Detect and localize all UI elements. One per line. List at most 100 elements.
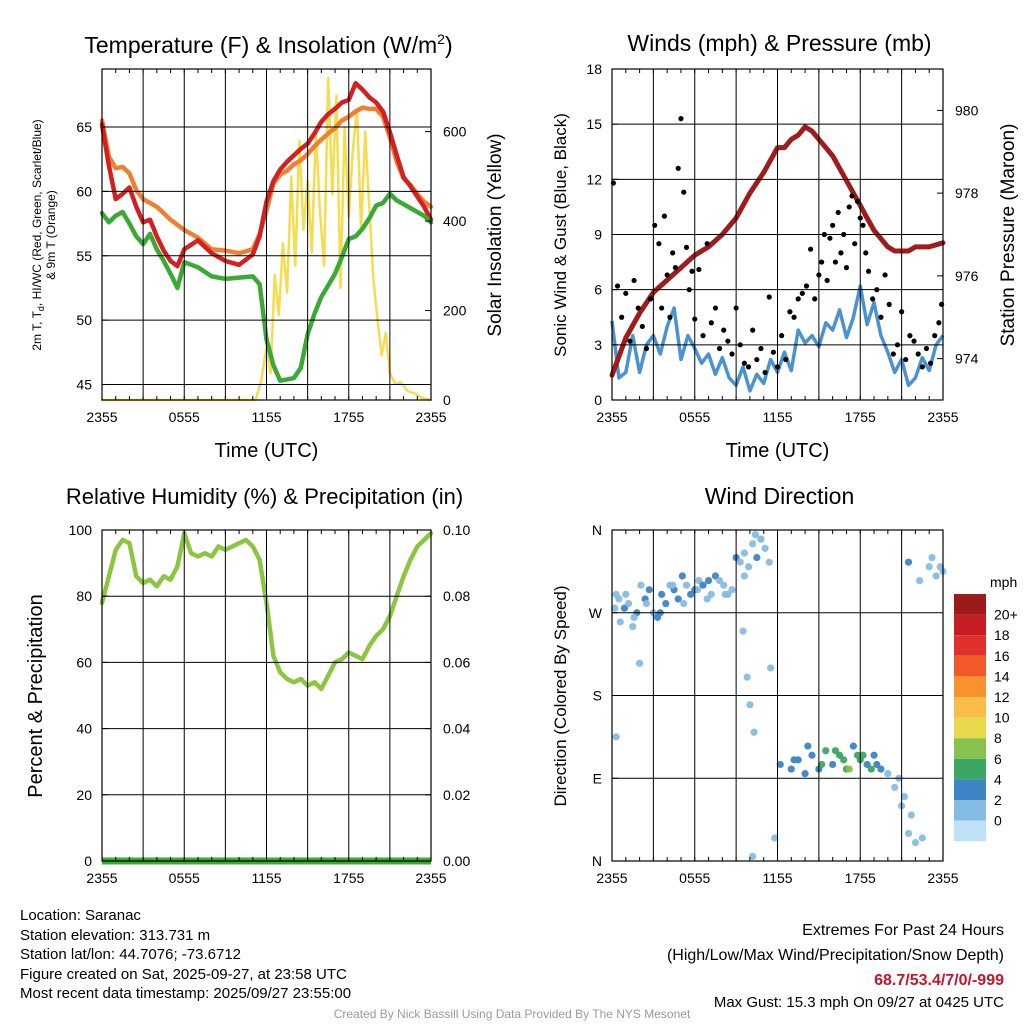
y-right-axis-label: Station Pressure (Maroon) (998, 124, 1019, 347)
legend-label: 6 (994, 751, 1002, 767)
y-tick-label: 12 (586, 171, 602, 187)
direction-point (835, 751, 844, 759)
direction-point (699, 581, 707, 589)
series-line-9m-temperature (99, 105, 434, 256)
y-right-tick-label: 0 (443, 392, 451, 408)
direction-point (744, 563, 753, 571)
gust-point (795, 296, 801, 302)
y-tick-label: 100 (69, 522, 93, 538)
direction-point (720, 581, 728, 589)
gust-point (843, 265, 850, 271)
max-gust: Max Gust: 15.3 mph On 09/27 at 0425 UTC (713, 994, 1004, 1011)
direction-point (749, 540, 757, 548)
chart-title: Wind Direction (705, 483, 855, 509)
y-right-tick-label: 400 (443, 213, 467, 229)
series-line-solar-insolation (100, 76, 433, 402)
direction-point (829, 760, 837, 769)
y-axis-label-subscript: d (36, 306, 46, 311)
gust-point (754, 356, 760, 363)
direction-point (753, 553, 761, 562)
gust-point (656, 241, 662, 247)
x-tick-label: 2355 (86, 409, 117, 425)
y-axis-label: Percent & Precipitation (25, 594, 47, 797)
extremes-title: Extremes For Past 24 Hours (802, 922, 1004, 939)
direction-point (804, 742, 812, 750)
gust-point (886, 301, 892, 307)
gust-point (700, 333, 706, 339)
gust-point (627, 338, 633, 344)
direction-point (704, 576, 713, 585)
station-info: Location: Saranac Station elevation: 313… (20, 906, 351, 1004)
y-right-tick-label: 0.04 (443, 721, 470, 737)
y-axis-label: Sonic Wind & Gust (Blue, Black) (551, 113, 570, 357)
gust-point (712, 305, 719, 311)
legend-swatch (954, 717, 986, 739)
gust-point (932, 333, 938, 339)
direction-point (616, 618, 624, 626)
gust-point (667, 314, 673, 320)
chart-title-main: Temperature (F) & Insolation (W/m (84, 32, 437, 58)
legend-swatch (954, 820, 986, 842)
gust-point (903, 356, 909, 363)
x-axis-label: Time (UTC) (215, 440, 319, 462)
y-right-axis-label: Solar Insolation (Yellow) (485, 133, 506, 336)
direction-point (870, 751, 878, 759)
y-tick-label: N (592, 522, 602, 538)
legend-label: 18 (994, 627, 1010, 643)
y-right-tick-label: 974 (955, 351, 979, 367)
direction-point (932, 572, 940, 580)
gust-point (623, 290, 629, 296)
legend-label: 20+ (994, 607, 1018, 623)
y-tick-label: 60 (76, 183, 92, 199)
x-tick-label: 2355 (415, 409, 446, 425)
gust-point (870, 296, 876, 302)
direction-point (687, 590, 695, 598)
direction-point (715, 576, 724, 585)
direction-point (611, 604, 619, 612)
gust-point (704, 241, 710, 247)
direction-point (936, 563, 944, 571)
direction-point (682, 581, 691, 589)
gust-point (860, 222, 866, 228)
direction-point (736, 558, 744, 566)
direction-point (877, 765, 885, 773)
gust-point (729, 351, 735, 357)
figure-created: Figure created on Sat, 2025-09-27, at 23… (20, 965, 347, 983)
gust-point (766, 294, 772, 300)
direction-point (767, 664, 775, 672)
series-line-station-pressure (609, 124, 946, 378)
gust-point (890, 351, 896, 357)
x-tick-label: 0555 (169, 409, 200, 425)
direction-point (743, 673, 751, 681)
y-tick-label: 65 (76, 119, 92, 135)
y-right-tick-label: 976 (955, 268, 979, 284)
legend-swatch (954, 635, 986, 656)
direction-point (629, 622, 637, 631)
direction-point (750, 728, 758, 736)
gust-point (936, 320, 942, 326)
gust-point (750, 327, 756, 333)
gust-point (824, 277, 830, 284)
gust-point (696, 266, 702, 273)
gust-point (681, 189, 687, 195)
direction-point (907, 811, 915, 819)
extremes-values: 68.7/53.4/7/0/-999 (874, 972, 1004, 989)
gust-point (863, 250, 869, 256)
gust-point (865, 268, 872, 274)
extremes-subtitle: (High/Low/Max Wind/Precipitation/Snow De… (666, 947, 1004, 964)
x-tick-label: 0555 (679, 870, 710, 886)
chart-title-superscript: 2 (437, 31, 445, 47)
y-tick-label: W (589, 605, 603, 621)
y-right-tick-label: 980 (955, 102, 979, 118)
direction-point (642, 599, 651, 608)
x-tick-label: 2355 (596, 870, 627, 886)
legend-swatch (954, 800, 986, 821)
legend-swatch (954, 655, 986, 677)
direction-point (915, 576, 924, 585)
direction-point (757, 535, 765, 543)
y-tick-label: 15 (586, 116, 602, 132)
x-tick-label: 1755 (333, 870, 364, 886)
winds-pressure-panel: 2355 0555 1155 1755 235503691215189749769789… (551, 30, 1019, 462)
